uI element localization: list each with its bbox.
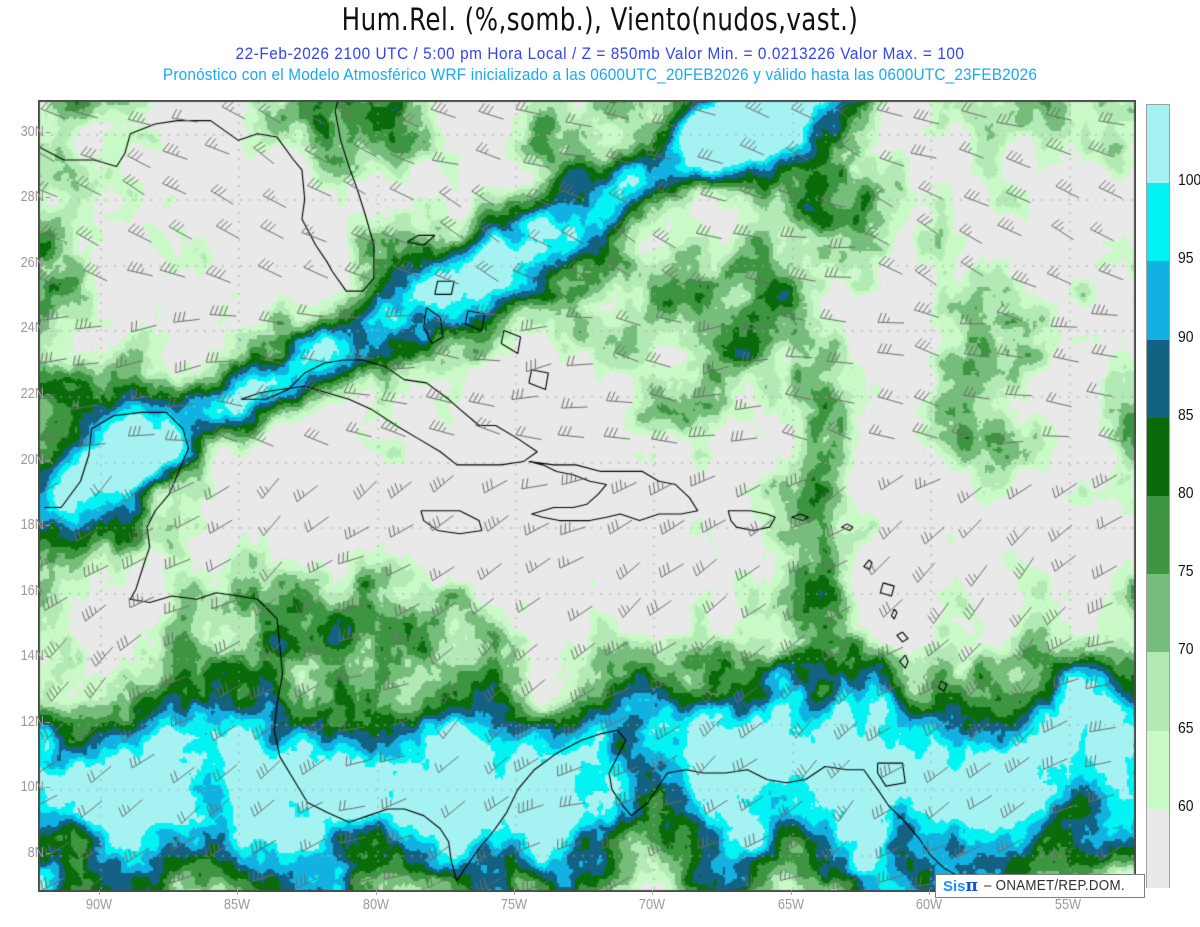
relative-humidity-colorbar xyxy=(1146,104,1170,888)
chart-header: Hum.Rel. (%,somb.), Viento(nudos,vast.) … xyxy=(0,0,1200,95)
colorbar-label-95: 95 xyxy=(1178,250,1194,268)
colorbar-label-85: 85 xyxy=(1178,406,1194,424)
lon-tick-90W: 90W xyxy=(72,890,125,913)
colorbar-band-80-85 xyxy=(1147,417,1169,497)
lat-tick-26N: 26N xyxy=(5,255,51,271)
lat-tick-20N: 20N xyxy=(5,452,51,468)
colorbar-label-75: 75 xyxy=(1178,563,1194,581)
colorbar-label-80: 80 xyxy=(1178,485,1194,502)
logo-sis-text: Sis xyxy=(943,877,966,895)
lat-tick-22N: 22N xyxy=(5,386,51,402)
colorbar-label-90: 90 xyxy=(1178,328,1194,346)
colorbar-band-90-95 xyxy=(1147,261,1169,341)
lon-tick-85W: 85W xyxy=(211,890,264,913)
colorbar-band-85-90 xyxy=(1147,339,1169,419)
colorbar-label-70: 70 xyxy=(1178,641,1194,659)
attribution-logo: Sis π – ONAMET/REP.DOM. xyxy=(935,874,1146,898)
colorbar-band-95-100 xyxy=(1147,183,1169,262)
lat-tick-28N: 28N xyxy=(5,189,51,205)
subtitle-run-info: 22-Feb-2026 2100 UTC / 5:00 pm Hora Loca… xyxy=(235,45,965,63)
map-plot-area xyxy=(38,100,1136,892)
colorbar-band-60-65 xyxy=(1147,730,1169,810)
colorbar-label-60: 60 xyxy=(1178,797,1194,815)
lat-tick-10N: 10N xyxy=(5,779,51,795)
lat-tick-12N: 12N xyxy=(5,714,51,730)
lon-tick-60W: 60W xyxy=(903,890,956,913)
lat-tick-24N: 24N xyxy=(5,320,51,336)
subtitle-model-info: Pronóstico con el Modelo Atmosférico WRF… xyxy=(162,66,1038,84)
lat-tick-30N: 30N xyxy=(5,124,51,140)
colorbar-band-65-70 xyxy=(1147,652,1169,732)
lon-tick-70W: 70W xyxy=(626,890,679,913)
colorbar-label-65: 65 xyxy=(1178,719,1194,737)
lon-tick-65W: 65W xyxy=(764,890,817,913)
lat-tick-16N: 16N xyxy=(5,583,51,599)
lat-tick-14N: 14N xyxy=(5,648,51,664)
page-title: Hum.Rel. (%,somb.), Viento(nudos,vast.) xyxy=(341,2,859,38)
lon-tick-75W: 75W xyxy=(488,890,541,913)
lon-tick-80W: 80W xyxy=(349,890,402,913)
lat-tick-18N: 18N xyxy=(5,517,51,533)
agency-attribution: – ONAMET/REP.DOM. xyxy=(983,878,1125,894)
colorbar-band-70-75 xyxy=(1147,574,1169,653)
colorbar-band-<60 xyxy=(1147,808,1169,888)
colorbar-label-100: 100 xyxy=(1178,172,1200,190)
lon-tick-55W: 55W xyxy=(1041,890,1094,913)
lat-tick-8N: 8N xyxy=(5,845,51,861)
colorbar-band-75-80 xyxy=(1147,496,1169,575)
humidity-wind-map xyxy=(39,101,1135,891)
colorbar-band->100 xyxy=(1147,105,1169,184)
pi-icon: π xyxy=(965,876,978,896)
